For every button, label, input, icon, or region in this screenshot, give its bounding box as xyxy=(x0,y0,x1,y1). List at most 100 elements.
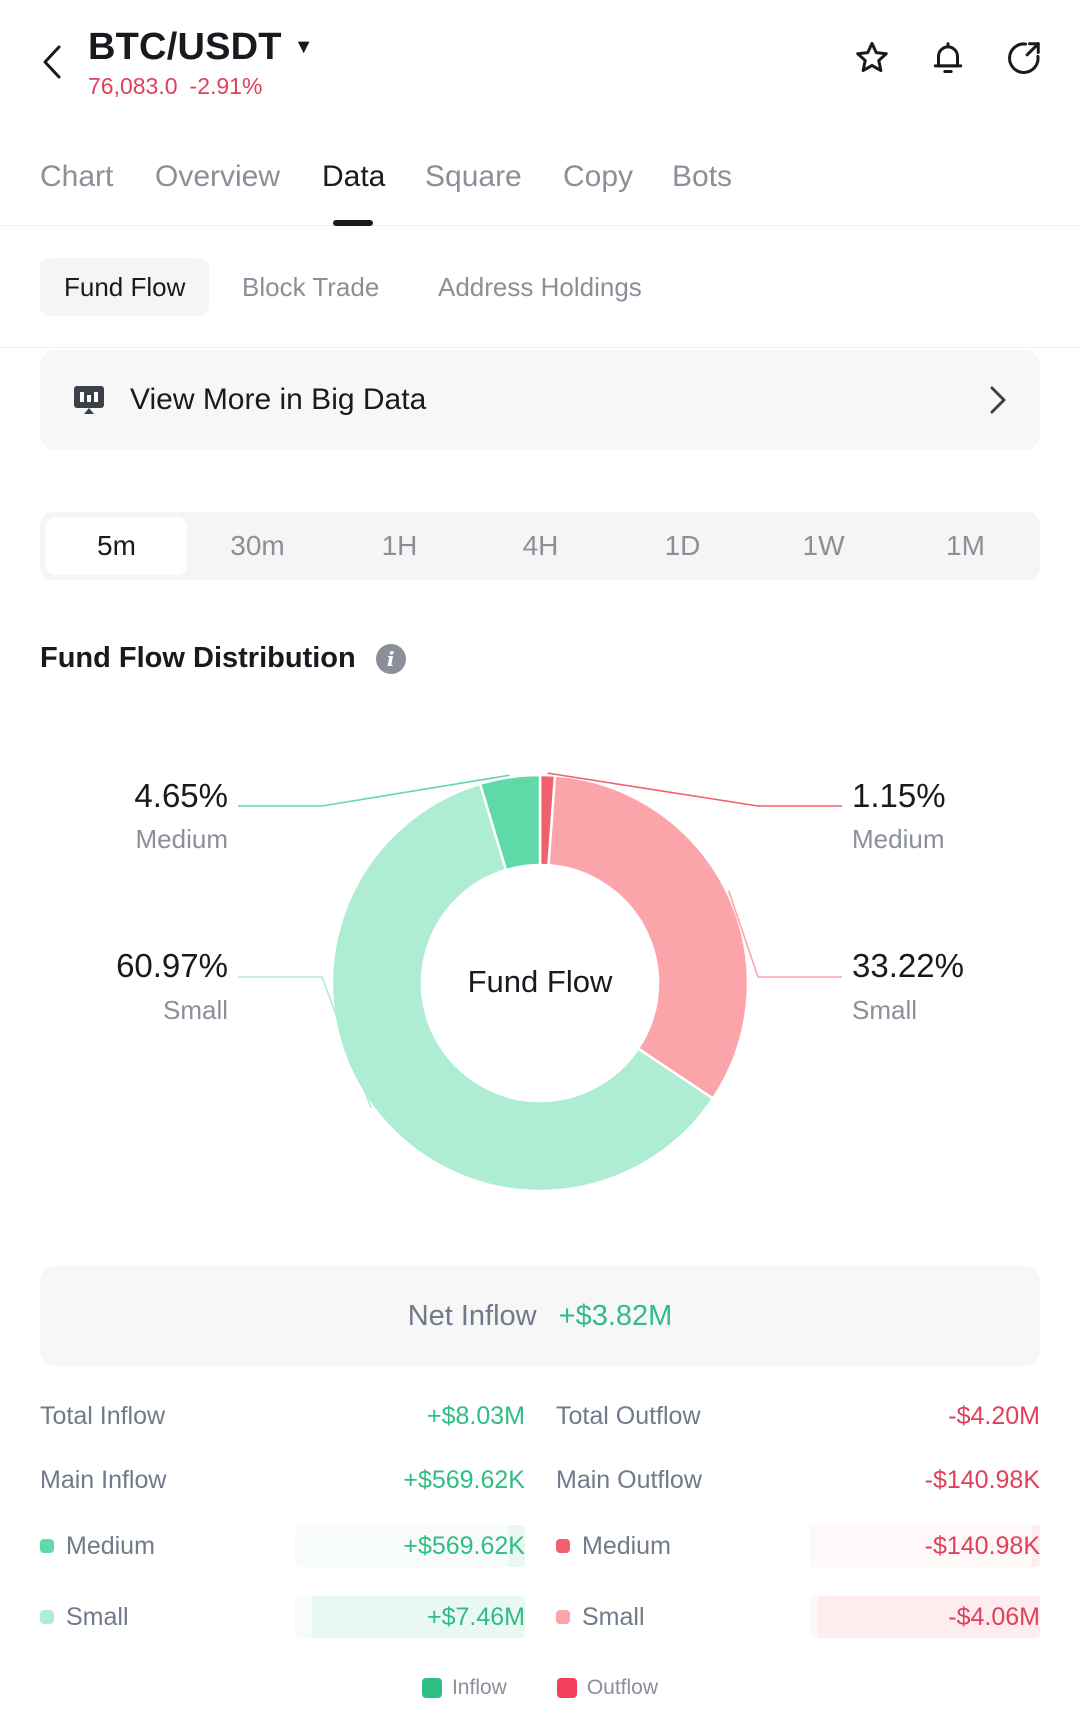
center-label: Fund Flow xyxy=(468,964,613,999)
back-button[interactable] xyxy=(36,40,68,84)
chevron-right-icon xyxy=(990,386,1006,414)
tab-overview[interactable]: Overview xyxy=(155,160,281,193)
tab-data[interactable]: Data xyxy=(322,160,386,193)
inflow-medium-swatch xyxy=(40,1539,54,1553)
main-tabs: Chart Overview Data Square Copy Bots xyxy=(0,150,1080,226)
tab-square[interactable]: Square xyxy=(425,160,522,193)
total-inflow-value: +$8.03M xyxy=(427,1401,525,1430)
leader-outflow-small xyxy=(727,890,842,978)
timeframe-5m[interactable]: 5m xyxy=(46,517,187,575)
main-outflow-label: Main Outflow xyxy=(556,1465,702,1494)
pair-selector[interactable]: BTC/USDT ▼ 76,083.0 -2.91% xyxy=(88,26,314,100)
section-title-text: Fund Flow Distribution xyxy=(40,642,356,674)
slice-inflow-medium[interactable] xyxy=(478,773,542,872)
big-data-link[interactable]: View More in Big Data xyxy=(40,350,1040,450)
leader-inflow-small xyxy=(238,976,372,1109)
main-inflow-value-row: +$569.62K xyxy=(403,1460,525,1500)
active-tab-indicator xyxy=(333,220,373,226)
section-title: Fund Flow Distribution i xyxy=(40,642,406,675)
legend-inflow: Inflow xyxy=(421,1676,507,1700)
total-inflow-value-row: +$8.03M xyxy=(427,1396,525,1436)
total-inflow-label-row: Total Inflow xyxy=(40,1396,165,1436)
inflow-medium-label: Medium xyxy=(66,1531,155,1560)
outflow-small-bar: -$4.06M xyxy=(810,1596,1040,1638)
legend-outflow-label: Outflow xyxy=(586,1676,659,1699)
pair-title: BTC/USDT xyxy=(88,26,282,68)
info-icon[interactable]: i xyxy=(375,643,406,674)
legend-outflow-swatch xyxy=(556,1678,577,1698)
total-outflow-label-row: Total Outflow xyxy=(556,1396,701,1436)
main-outflow-value-row: -$140.98K xyxy=(925,1460,1040,1500)
subtab-fund-flow[interactable]: Fund Flow xyxy=(40,258,210,316)
big-data-label: View More in Big Data xyxy=(130,383,427,416)
sub-tabs: Fund Flow Block Trade Address Holdings xyxy=(0,226,1080,348)
top-bar: BTC/USDT ▼ 76,083.0 -2.91% xyxy=(0,0,1080,130)
main-outflow-value: -$140.98K xyxy=(924,1465,1040,1494)
legend-inflow-swatch xyxy=(421,1678,442,1698)
main-inflow-value: +$569.62K xyxy=(403,1465,525,1494)
outflow-medium-label-row: Medium xyxy=(556,1526,671,1566)
label-inflow-medium-name: Medium xyxy=(136,824,228,854)
inflow-small-swatch xyxy=(40,1610,54,1624)
tab-bots[interactable]: Bots xyxy=(672,160,733,193)
net-inflow-box: Net Inflow +$3.82M xyxy=(40,1266,1040,1366)
total-outflow-label: Total Outflow xyxy=(556,1401,701,1430)
tab-chart[interactable]: Chart xyxy=(40,160,114,193)
outflow-small-swatch xyxy=(556,1610,570,1624)
label-outflow-medium-name: Medium xyxy=(852,824,944,854)
total-inflow-label: Total Inflow xyxy=(40,1401,166,1430)
timeframe-1d[interactable]: 1D xyxy=(664,530,701,561)
favorite-button[interactable] xyxy=(852,38,892,78)
inflow-medium-value: +$569.62K xyxy=(403,1531,525,1560)
inflow-medium-label-row: Medium xyxy=(40,1526,155,1566)
chart-legend: Inflow Outflow xyxy=(0,1676,1080,1700)
main-inflow-label-row: Main Inflow xyxy=(40,1460,166,1500)
share-button[interactable] xyxy=(1004,38,1044,78)
outflow-medium-swatch xyxy=(556,1539,570,1553)
timeframe-30m[interactable]: 30m xyxy=(230,530,285,561)
outflow-small-label-row: Small xyxy=(556,1597,645,1637)
alert-button[interactable] xyxy=(928,38,968,78)
label-outflow-medium-percent: 1.15% xyxy=(852,777,946,814)
share-icon xyxy=(1008,42,1040,74)
timeframe-selector: 5m 30m 1H 4H 1D 1W 1M xyxy=(40,512,1040,580)
tab-copy[interactable]: Copy xyxy=(563,160,634,193)
outflow-small-label: Small xyxy=(582,1602,645,1631)
inflow-small-label: Small xyxy=(66,1602,129,1631)
inflow-medium-bar: +$569.62K xyxy=(295,1525,525,1567)
timeframe-1w[interactable]: 1W xyxy=(802,530,845,561)
label-inflow-medium-percent: 4.65% xyxy=(134,777,228,814)
legend-inflow-label: Inflow xyxy=(451,1676,507,1699)
bell-icon xyxy=(933,42,963,73)
outflow-small-value: -$4.06M xyxy=(948,1602,1040,1631)
leader-inflow-medium xyxy=(238,774,510,807)
inflow-small-label-row: Small xyxy=(40,1597,129,1637)
big-data-icon xyxy=(74,386,104,414)
label-inflow-small-percent: 60.97% xyxy=(116,947,228,984)
net-inflow-value: +$3.82M xyxy=(558,1299,673,1332)
subtab-block-trade[interactable]: Block Trade xyxy=(242,271,380,302)
total-outflow-value: -$4.20M xyxy=(948,1401,1040,1430)
price-change: -2.91% xyxy=(189,73,263,99)
subtab-address-holdings[interactable]: Address Holdings xyxy=(438,271,642,302)
label-inflow-small-name: Small xyxy=(163,995,228,1025)
label-outflow-small-percent: 33.22% xyxy=(852,947,964,984)
main-inflow-label: Main Inflow xyxy=(40,1465,167,1494)
inflow-small-value: +$7.46M xyxy=(427,1602,525,1631)
star-icon xyxy=(856,41,888,73)
inflow-small-bar: +$7.46M xyxy=(295,1596,525,1638)
timeframe-1h[interactable]: 1H xyxy=(381,530,418,561)
net-inflow-label: Net Inflow xyxy=(407,1299,537,1332)
timeframe-1m[interactable]: 1M xyxy=(946,530,985,561)
timeframe-4h[interactable]: 4H xyxy=(522,530,559,561)
outflow-medium-label: Medium xyxy=(582,1531,671,1560)
outflow-medium-bar: -$140.98K xyxy=(810,1525,1040,1567)
slice-inflow-small[interactable] xyxy=(330,782,715,1193)
label-outflow-small-name: Small xyxy=(852,995,917,1025)
total-outflow-value-row: -$4.20M xyxy=(948,1396,1040,1436)
slice-outflow-small[interactable] xyxy=(547,774,750,1101)
caret-down-icon: ▼ xyxy=(293,36,314,58)
legend-outflow: Outflow xyxy=(556,1676,659,1700)
outflow-medium-value: -$140.98K xyxy=(924,1531,1040,1560)
main-outflow-label-row: Main Outflow xyxy=(556,1460,702,1500)
